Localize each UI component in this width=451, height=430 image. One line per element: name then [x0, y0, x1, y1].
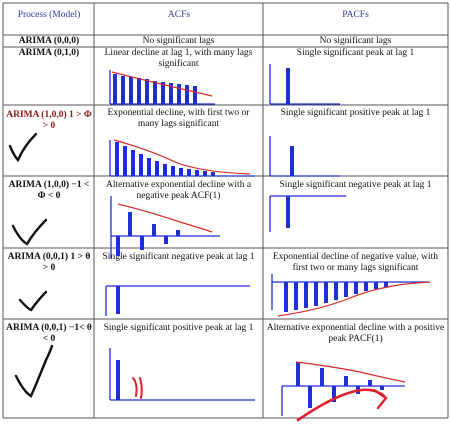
row-0-pacf: No significant lags	[319, 36, 392, 46]
row-4-pacf: Exponential decline of negative value, w…	[272, 252, 439, 273]
row-5-model: ARIMA (0,0,1) −1< θ < 0	[6, 323, 92, 344]
row-2-model: ARIMA (1,0,0) 1 > Φ > 0	[6, 110, 92, 131]
row-5-acf: Single significant positive peak at lag …	[103, 323, 254, 333]
row-5-pacf: Alternative exponential decline with a p…	[266, 323, 445, 344]
row-1-model: ARIMA (0,1,0)	[18, 48, 80, 58]
header-process: Process (Model)	[17, 10, 81, 20]
row-0-model: ARIMA (0,0,0)	[18, 36, 80, 46]
row-1-acf: Linear decline at lag 1, with many lags …	[104, 48, 253, 69]
header-pacfs: PACFs	[342, 10, 369, 20]
row-1-pacf: Single significant peak at lag 1	[296, 48, 415, 58]
row-4-acf: Single significant negative peak at lag …	[102, 252, 255, 262]
row-3-model: ARIMA (1,0,0) −1 < Φ < 0	[8, 180, 90, 201]
header-acfs: ACFs	[167, 10, 191, 20]
row-4-model: ARIMA (0,0,1) 1 > θ > 0	[7, 252, 91, 273]
row-0-acf: No significant lags	[142, 36, 215, 46]
row-3-acf: Alternative exponential decline with a n…	[105, 180, 252, 201]
row-2-acf: Exponential decline, with first two or m…	[107, 108, 250, 129]
row-3-pacf: Single significant negative peak at lag …	[279, 180, 432, 190]
row-2-pacf: Single significant positive peak at lag …	[280, 108, 431, 118]
